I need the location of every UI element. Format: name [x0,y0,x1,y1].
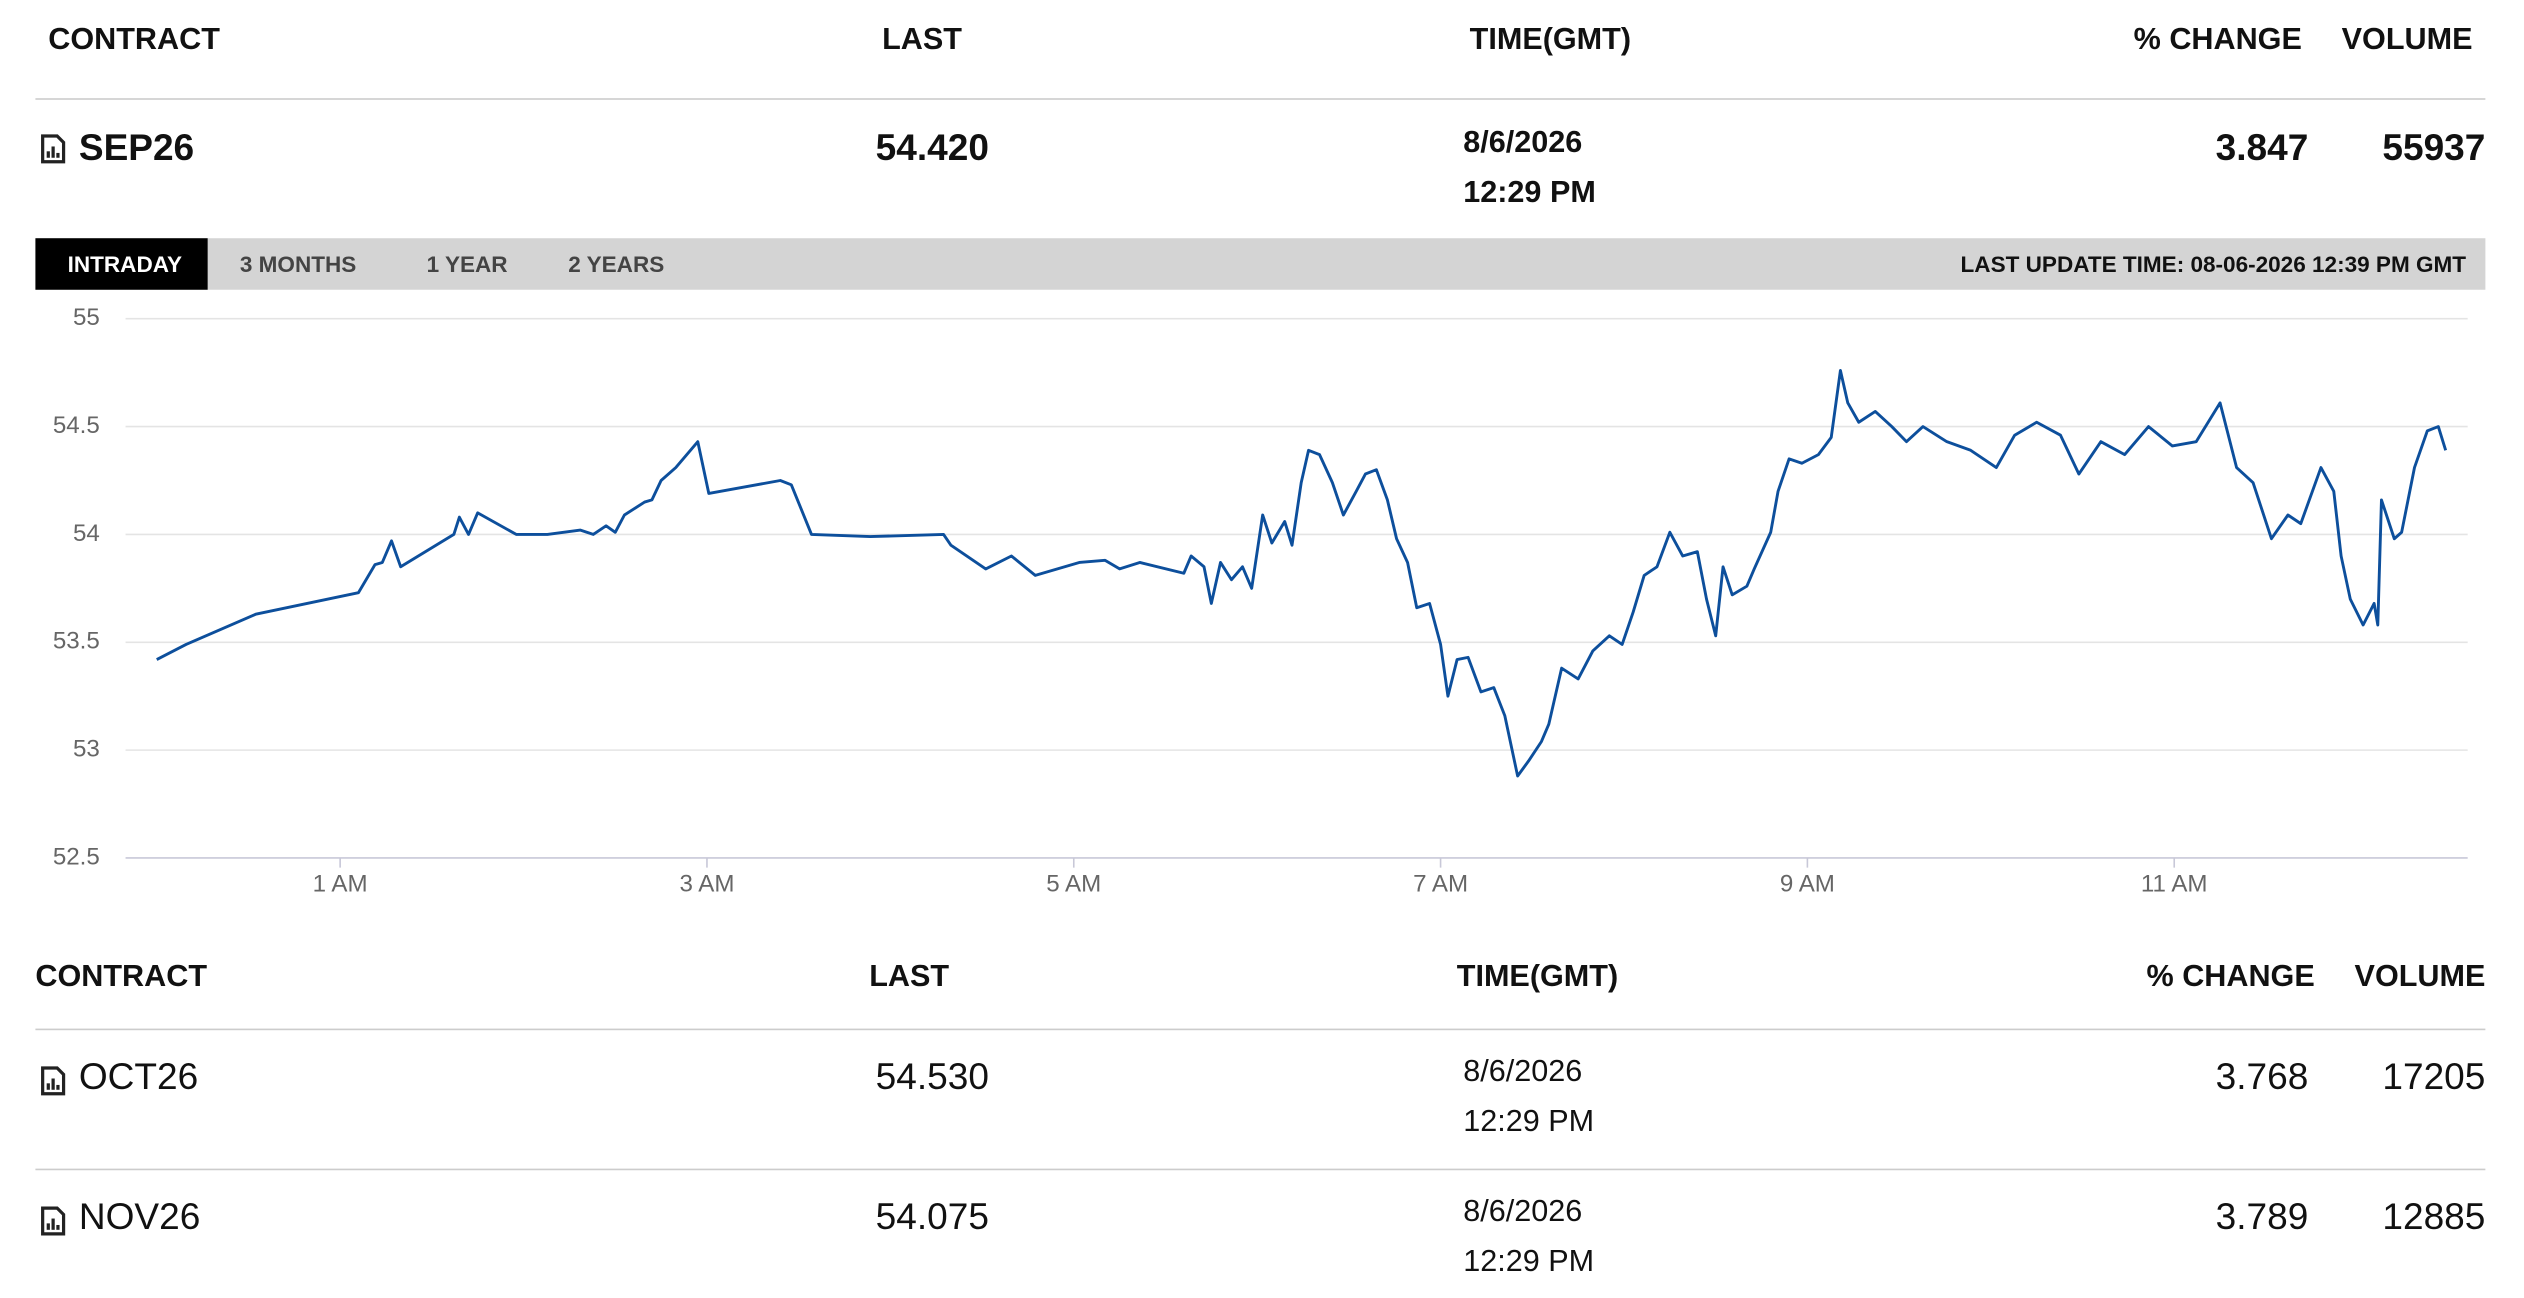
y-tick-label: 52.5 [53,843,100,870]
trade-date: 8/6/2026 [1463,1195,1583,1230]
tab-active-bg [35,238,208,290]
trade-time: 12:29 PM [1463,1105,1595,1139]
column-header: TIME(GMT) [1456,960,1619,994]
percent-change: 3.768 [2215,1055,2309,1098]
contract-name[interactable]: NOV26 [78,1195,201,1238]
column-header: VOLUME [2354,960,2486,994]
range-tab[interactable]: 2 YEARS [568,251,665,277]
column-header: LAST [869,960,950,994]
last-price: 54.530 [875,1055,989,1098]
column-header: % CHANGE [2146,960,2315,994]
x-tick-label: 5 AM [1046,871,1101,898]
column-header: CONTRACT [35,960,208,994]
y-tick-label: 53.5 [53,628,100,655]
x-tick-label: 3 AM [679,871,734,898]
last-update: LAST UPDATE TIME: 08-06-2026 12:39 PM GM… [1960,251,2467,277]
column-header: % CHANGE [2133,23,2302,58]
x-tick-label: 9 AM [1780,871,1835,898]
percent-change: 3.789 [2215,1195,2309,1238]
column-header: CONTRACT [48,23,220,58]
column-header: TIME(GMT) [1469,23,1632,58]
last-price: 54.075 [875,1195,989,1238]
contract-name[interactable]: OCT26 [78,1055,199,1098]
range-tab[interactable]: 3 MONTHS [239,251,357,277]
range-tab[interactable]: INTRADAY [67,251,182,277]
volume: 12885 [2382,1195,2486,1238]
volume: 17205 [2382,1055,2486,1098]
tab-bar [35,238,2486,290]
y-tick-label: 54 [73,520,100,547]
column-header: VOLUME [2341,23,2473,58]
trade-date: 8/6/2026 [1463,1055,1583,1089]
x-tick-label: 7 AM [1413,871,1468,898]
contract-icon[interactable] [40,1206,66,1237]
y-tick-label: 54.5 [53,412,100,439]
price-line [156,369,2448,778]
trade-date: 8/6/2026 [1463,126,1583,161]
percent-change: 3.847 [2215,126,2309,169]
volume: 55937 [2382,126,2486,169]
contract-name[interactable]: SEP26 [78,126,195,169]
trade-time: 12:29 PM [1463,1245,1595,1279]
separator [35,1028,2486,1031]
separator [35,98,2486,100]
range-tab[interactable]: 1 YEAR [426,251,508,277]
chart: 52.5 53 53.5 54 54.5 55 1 AM 3 AM 5 AM 7 AM 9 AM 11… [53,304,2468,898]
last-price: 54.420 [875,126,989,169]
y-tick-label: 55 [73,304,100,331]
y-tick-label: 53 [73,735,100,762]
column-header: LAST [882,23,962,58]
x-tick-label: 11 AM [2141,871,2208,898]
trade-time: 12:29 PM [1463,176,1596,211]
contract-icon[interactable] [40,134,66,165]
x-tick-label: 1 AM [313,871,368,898]
separator [35,1168,2486,1171]
contract-icon[interactable] [40,1066,66,1097]
